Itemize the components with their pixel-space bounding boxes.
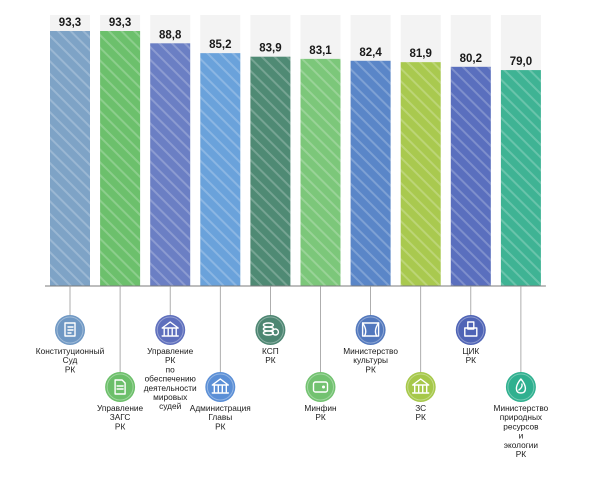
category-icons xyxy=(55,315,536,402)
category-label: ЗС РК xyxy=(415,403,426,422)
category-label: Министерство природных ресурсов и экологии РК xyxy=(494,403,549,459)
value-label: 82,4 xyxy=(359,47,382,59)
bar-hatch xyxy=(200,53,241,287)
bar-hatch xyxy=(450,66,491,286)
bar-hatch xyxy=(50,31,90,286)
coins-icon xyxy=(255,315,286,345)
parliament-icon xyxy=(405,372,436,402)
court-building-icon xyxy=(155,315,186,345)
category-label: Минфин РК xyxy=(304,403,336,422)
bar-hatch xyxy=(150,43,191,286)
value-label: 80,2 xyxy=(460,53,482,65)
category-label: Конституционный Суд РК xyxy=(36,346,105,374)
bar-hatching xyxy=(50,31,541,287)
ballot-box-icon xyxy=(455,315,486,345)
value-label: 93,3 xyxy=(59,17,81,29)
category-label: Министерство культуры РК xyxy=(343,346,398,374)
category-label: ЦИК РК xyxy=(462,346,479,365)
category-label: КСП РК xyxy=(262,346,279,365)
bar-hatch xyxy=(300,58,341,287)
value-label: 83,1 xyxy=(309,45,332,57)
wallet-icon xyxy=(305,372,336,402)
theater-icon xyxy=(355,315,386,345)
category-label: Управление РК по обеспечению деятельности мир… xyxy=(144,346,197,411)
administration-building-icon xyxy=(205,372,236,402)
document-icon xyxy=(105,372,136,402)
bar-hatch xyxy=(100,31,141,286)
value-label: 81,9 xyxy=(410,48,432,60)
bar-hatch xyxy=(350,60,391,286)
category-label: Администрация Главы РК xyxy=(190,403,251,431)
bar-hatch xyxy=(400,62,441,286)
value-labels: 93,3 93,3 88,8 85,2 83,9 83,1 82,4 81,9 80,2 79,0 xyxy=(59,17,532,68)
bar-hatch xyxy=(250,56,291,287)
value-label: 88,8 xyxy=(159,29,182,41)
bar-hatch xyxy=(500,70,541,286)
category-label: Управление ЗАГС РК xyxy=(97,403,144,431)
ecology-drop-icon xyxy=(505,372,536,402)
value-label: 79,0 xyxy=(510,56,532,68)
value-label: 93,3 xyxy=(109,17,131,29)
constitution-icon xyxy=(55,315,85,345)
value-label: 83,9 xyxy=(259,43,281,55)
category-labels: Конституционный Суд РК Управление ЗАГС РКУпра… xyxy=(36,346,549,459)
connector-lines xyxy=(69,286,522,372)
value-label: 85,2 xyxy=(209,39,231,51)
